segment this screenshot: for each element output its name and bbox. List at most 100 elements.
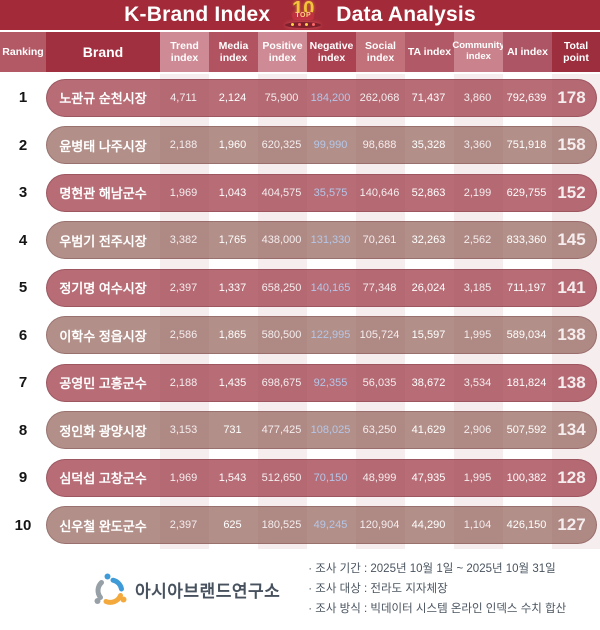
table-row: 3 명현관 해남군수 1,969 1,043 404,575 35,575 140,646 5… (0, 169, 600, 217)
cell-ta-index: 26,024 (411, 281, 446, 294)
cell-social-index: 48,999 (362, 471, 397, 484)
cell-ta-index: 71,437 (411, 91, 446, 104)
table-row: 7 공영민 고흥군수 2,188 1,435 698,675 92,355 56,035 38… (0, 359, 600, 407)
research-institute-name: 아시아브랜드연구소 (135, 582, 281, 601)
table-body: 1 노관규 순천시장 4,711 2,124 75,900 184,200 262,068 7… (0, 74, 600, 549)
cell-negative-index: 131,330 (310, 234, 351, 247)
header-ta-index: TA index (405, 32, 454, 72)
cell-trend-index: 3,153 (169, 424, 198, 437)
cell-media-index: 1,865 (218, 329, 247, 342)
cell-negative-index: 122,995 (310, 329, 351, 342)
title-banner: K-Brand Index 10 TOP Data Analysis (0, 0, 600, 32)
cell-media-index: 1,337 (218, 281, 247, 294)
rank-cell: 10 (14, 516, 32, 534)
table-row: 1 노관규 순천시장 4,711 2,124 75,900 184,200 262,068 7… (0, 74, 600, 122)
cell-social-index: 262,068 (359, 91, 400, 104)
cell-media-index: 1,435 (218, 376, 247, 389)
brand-name: 공영민 고흥군수 (59, 376, 147, 392)
brand-pill: 우범기 전주시장 3,382 1,765 438,000 131,330 70,261 32… (46, 221, 597, 260)
cell-ta-index: 15,597 (411, 329, 446, 342)
cell-trend-index: 2,397 (169, 281, 198, 294)
cell-trend-index: 4,711 (170, 91, 197, 104)
cell-total-point: 141 (557, 277, 586, 297)
cell-community-index: 3,860 (463, 91, 492, 104)
cell-negative-index: 70,150 (313, 471, 348, 484)
cell-trend-index: 1,969 (169, 186, 198, 199)
cell-positive-index: 477,425 (261, 424, 302, 437)
header-community-index: Community index (452, 32, 505, 72)
header-total-point: Total point (552, 32, 600, 72)
brand-pill: 공영민 고흥군수 2,188 1,435 698,675 92,355 56,035 38,… (46, 363, 597, 402)
rank-cell: 1 (18, 89, 28, 107)
brand-name: 심덕섭 고창군수 (59, 471, 147, 487)
header-positive-index: Positive index (258, 32, 307, 72)
footer: 아시아브랜드연구소 · 조사 기간 : 2025년 10월 1일 ~ 2025년… (0, 549, 600, 626)
cell-ai-index: 100,382 (506, 471, 547, 484)
cell-community-index: 1,104 (463, 519, 492, 532)
cell-social-index: 120,904 (359, 519, 400, 532)
cell-total-point: 134 (557, 420, 586, 440)
table-row: 5 정기명 여수시장 2,397 1,337 658,250 140,165 77,348 2… (0, 264, 600, 312)
cell-media-index: 1,543 (218, 471, 247, 484)
cell-total-point: 138 (557, 372, 586, 392)
brand-pill: 이학수 정읍시장 2,586 1,865 580,500 122,995 105,724 1… (46, 316, 597, 355)
brand-pill: 심덕섭 고창군수 1,969 1,543 512,650 70,150 48,999 47,… (46, 458, 597, 497)
cell-community-index: 1,995 (463, 329, 492, 342)
cell-positive-index: 698,675 (261, 376, 302, 389)
cell-trend-index: 1,969 (169, 471, 198, 484)
cell-positive-index: 75,900 (264, 91, 299, 104)
rank-cell: 4 (18, 231, 28, 249)
header-social-index: Social index (356, 32, 405, 72)
cell-ta-index: 47,935 (411, 471, 446, 484)
cell-ai-index: 589,034 (506, 329, 547, 342)
rank-cell: 2 (18, 136, 28, 154)
cell-total-point: 138 (557, 325, 586, 345)
note-survey-method: · 조사 방식 : 빅데이터 시스템 온라인 인덱스 수치 합산 (308, 602, 567, 615)
cell-social-index: 56,035 (362, 376, 397, 389)
cell-ai-index: 181,824 (506, 376, 547, 389)
cell-negative-index: 108,025 (310, 424, 351, 437)
table-header-row: Ranking Brand Trend index Media index Positi… (0, 32, 600, 74)
cell-media-index: 1,765 (218, 234, 247, 247)
brand-pill: 정인화 광양시장 3,153 731 477,425 108,025 63,250 41,6… (46, 411, 597, 450)
cell-media-index: 2,124 (218, 91, 247, 104)
cell-media-index: 625 (223, 519, 242, 532)
cell-trend-index: 2,397 (169, 519, 198, 532)
cell-positive-index: 512,650 (261, 471, 302, 484)
cell-community-index: 3,534 (463, 376, 492, 389)
brand-pill: 명현관 해남군수 1,969 1,043 404,575 35,575 140,646 52… (46, 173, 597, 212)
cell-community-index: 2,199 (463, 186, 492, 199)
cell-ta-index: 52,863 (411, 186, 446, 199)
cell-community-index: 2,562 (463, 234, 492, 247)
brand-name: 이학수 정읍시장 (59, 328, 147, 344)
brand-name: 우범기 전주시장 (59, 233, 147, 249)
header-brand: Brand (46, 32, 160, 72)
cell-trend-index: 2,586 (169, 329, 198, 342)
brand-name: 명현관 해남군수 (59, 186, 147, 202)
table-row: 9 심덕섭 고창군수 1,969 1,543 512,650 70,150 48,999 47… (0, 454, 600, 502)
cell-community-index: 1,995 (463, 471, 492, 484)
rank-cell: 7 (18, 374, 28, 392)
brand-name: 노관규 순천시장 (59, 91, 147, 107)
cell-positive-index: 580,500 (261, 329, 302, 342)
rank-cell: 3 (18, 184, 28, 202)
cell-social-index: 105,724 (359, 329, 400, 342)
cell-total-point: 128 (557, 467, 586, 487)
cell-ai-index: 629,755 (506, 186, 547, 199)
cell-ai-index: 426,150 (506, 519, 547, 532)
brand-pill: 신우철 완도군수 2,397 625 180,525 49,245 120,904 44,2… (46, 506, 597, 545)
cell-positive-index: 404,575 (261, 186, 302, 199)
cell-negative-index: 92,355 (313, 376, 348, 389)
cell-social-index: 63,250 (362, 424, 397, 437)
table-row: 2 윤병태 나주시장 2,188 1,960 620,325 99,990 98,688 35… (0, 122, 600, 170)
brand-name: 정기명 여수시장 (59, 281, 147, 297)
cell-total-point: 178 (557, 87, 586, 107)
brand-name: 정인화 광양시장 (59, 423, 147, 439)
table-row: 8 정인화 광양시장 3,153 731 477,425 108,025 63,250 41,… (0, 407, 600, 455)
cell-negative-index: 49,245 (313, 519, 348, 532)
brand-pill: 노관규 순천시장 4,711 2,124 75,900 184,200 262,068 71… (46, 78, 597, 117)
top10-badge-icon: 10 TOP (280, 0, 326, 30)
podium-icon (285, 22, 322, 28)
brand-pill: 정기명 여수시장 2,397 1,337 658,250 140,165 77,348 26… (46, 268, 597, 307)
footer-logo: 아시아브랜드연구소 (92, 572, 280, 608)
